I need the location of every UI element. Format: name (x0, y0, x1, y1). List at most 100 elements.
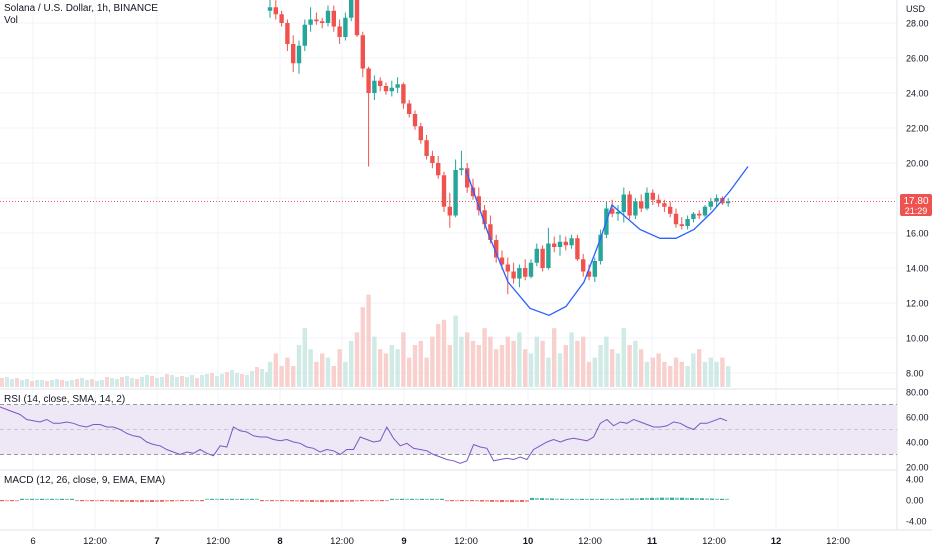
candle[interactable] (291, 35, 296, 72)
candle[interactable] (534, 243, 539, 267)
candle-body[interactable] (691, 213, 696, 219)
volume-legend[interactable]: Vol (4, 15, 18, 26)
candle-body[interactable] (447, 206, 452, 216)
candle[interactable] (407, 100, 412, 118)
candle-body[interactable] (592, 261, 597, 277)
candle[interactable] (447, 192, 452, 228)
candle-body[interactable] (708, 201, 713, 207)
candle-body[interactable] (296, 45, 302, 64)
candle[interactable] (569, 234, 574, 249)
candle-body[interactable] (285, 23, 290, 44)
candle[interactable] (540, 245, 545, 272)
candle[interactable] (389, 80, 394, 97)
candle[interactable] (424, 135, 429, 160)
candle[interactable] (610, 199, 615, 218)
candle-body[interactable] (407, 103, 412, 115)
candle[interactable] (552, 236, 557, 253)
candle[interactable] (627, 191, 632, 219)
candle[interactable] (418, 122, 423, 144)
candle[interactable] (378, 77, 383, 92)
candle[interactable] (726, 198, 731, 207)
candle-body[interactable] (389, 87, 394, 92)
candle-body[interactable] (499, 257, 505, 265)
candle-body[interactable] (395, 84, 400, 88)
candle[interactable] (302, 19, 307, 52)
candle[interactable] (708, 198, 713, 211)
candle-body[interactable] (633, 201, 638, 216)
candle-body[interactable] (673, 213, 679, 225)
candle[interactable] (528, 259, 534, 279)
candle-body[interactable] (436, 163, 441, 176)
candle[interactable] (314, 12, 319, 25)
candle-body[interactable] (540, 248, 545, 268)
candle[interactable] (656, 194, 661, 207)
candle-body[interactable] (523, 268, 528, 277)
candle-body[interactable] (279, 14, 284, 23)
candle-body[interactable] (412, 114, 418, 127)
candle[interactable] (349, 0, 354, 22)
candle-body[interactable] (569, 238, 574, 246)
candle[interactable] (662, 199, 667, 212)
candle-body[interactable] (459, 168, 464, 170)
candle[interactable] (673, 208, 679, 228)
candle[interactable] (517, 264, 522, 288)
candle-body[interactable] (685, 219, 690, 226)
candle[interactable] (598, 229, 603, 265)
candle[interactable] (615, 205, 621, 221)
candle[interactable] (366, 66, 371, 167)
candle-body[interactable] (627, 194, 632, 216)
candle[interactable] (702, 205, 708, 218)
candle-body[interactable] (610, 208, 615, 214)
candle[interactable] (412, 110, 418, 130)
candle[interactable] (285, 19, 290, 52)
candle-body[interactable] (337, 26, 342, 38)
candle-body[interactable] (488, 224, 493, 240)
candle-body[interactable] (291, 44, 296, 64)
candle-body[interactable] (273, 7, 278, 15)
candle-body[interactable] (343, 17, 348, 37)
candle[interactable] (401, 82, 406, 109)
candle[interactable] (273, 0, 278, 20)
candle[interactable] (360, 31, 365, 78)
candle-body[interactable] (325, 10, 331, 23)
candle-body[interactable] (639, 201, 644, 209)
candle-body[interactable] (662, 203, 667, 207)
candle-body[interactable] (528, 262, 534, 277)
macd-label[interactable]: MACD (12, 26, close, 9, EMA, EMA) (4, 475, 166, 486)
rsi-line[interactable] (0, 406, 728, 464)
rsi-label[interactable]: RSI (14, close, SMA, 14, 2) (4, 394, 126, 405)
candle-body[interactable] (552, 243, 557, 248)
symbol-legend[interactable]: Solana / U.S. Dollar, 1h, BINANCE (4, 3, 158, 14)
candle-body[interactable] (267, 7, 273, 11)
macd-legend[interactable]: MACD (12, 26, close, 9, EMA, EMA) (4, 475, 165, 486)
candle[interactable] (668, 201, 673, 218)
candle-body[interactable] (430, 156, 435, 163)
candle-body[interactable] (650, 192, 655, 200)
candle[interactable] (644, 187, 650, 211)
candle-body[interactable] (378, 80, 383, 86)
candle-body[interactable] (598, 234, 603, 261)
candle-body[interactable] (697, 213, 702, 216)
candle[interactable] (476, 187, 481, 216)
candle[interactable] (331, 5, 336, 32)
candle[interactable] (296, 40, 302, 74)
candle-body[interactable] (366, 68, 371, 94)
candle[interactable] (372, 75, 377, 101)
candle-body[interactable] (702, 206, 708, 216)
candle[interactable] (546, 227, 551, 270)
candle-body[interactable] (424, 140, 429, 156)
candle-body[interactable] (320, 21, 325, 23)
candle-body[interactable] (581, 259, 586, 272)
candle[interactable] (343, 12, 348, 41)
candle-body[interactable] (308, 19, 313, 25)
candle-body[interactable] (349, 0, 354, 18)
candle-body[interactable] (621, 194, 626, 213)
candle-body[interactable] (418, 126, 423, 141)
candle[interactable] (430, 150, 435, 169)
candle-body[interactable] (615, 212, 621, 214)
candle[interactable] (714, 194, 719, 207)
candle-body[interactable] (586, 271, 592, 277)
candle-body[interactable] (476, 196, 481, 211)
candle[interactable] (459, 150, 464, 176)
